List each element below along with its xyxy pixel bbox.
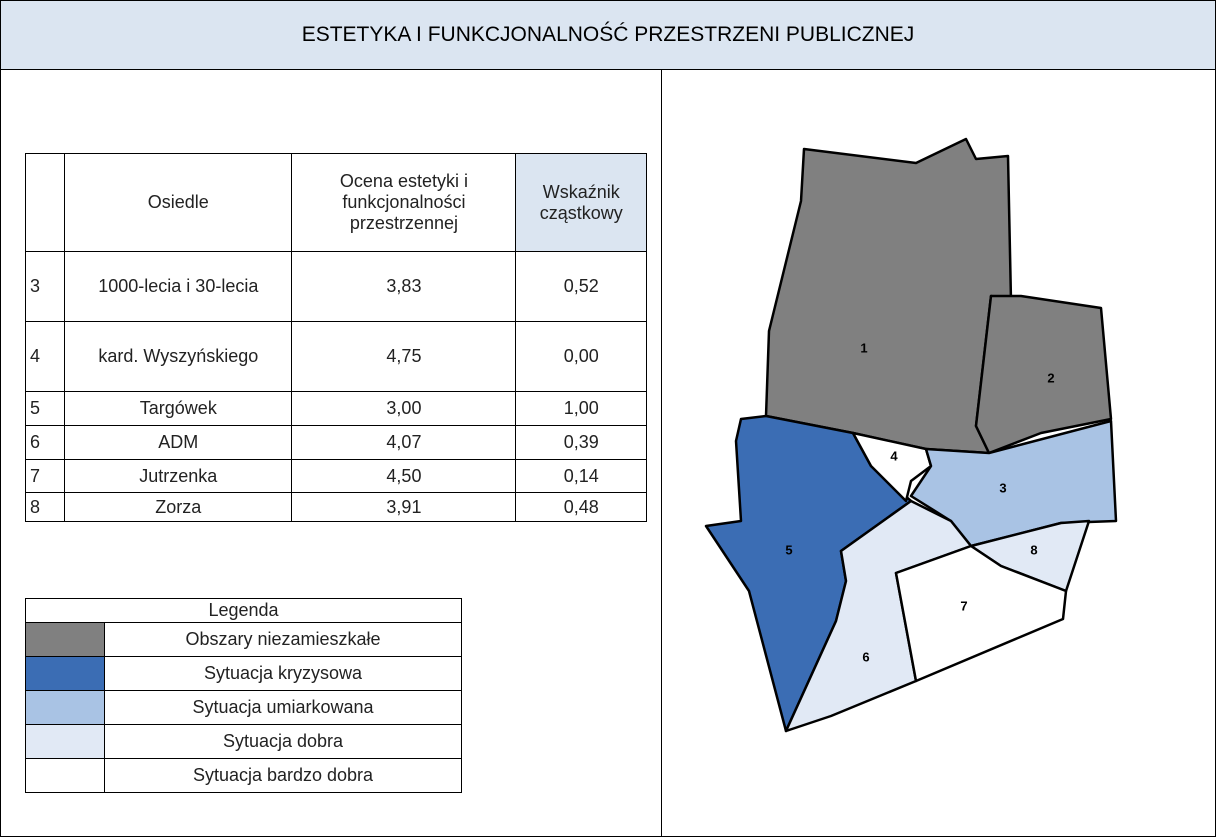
header-cell: [24, 153, 66, 252]
row: 3 1000-lecia i 30-lecia 3,83 0,52: [24, 251, 647, 322]
cell: 0,48: [515, 492, 647, 522]
header-cell: Ocena estetyki i funkcjonalności przestr…: [291, 153, 517, 252]
legend-swatch: [25, 690, 105, 725]
cell: 1,00: [515, 391, 647, 426]
cell: kard. Wyszyńskiego: [64, 321, 293, 392]
region-label: 5: [785, 542, 792, 557]
cell: 0,52: [515, 251, 647, 322]
region-label: 4: [890, 448, 898, 463]
row: 6 ADM 4,07 0,39: [24, 425, 647, 460]
divider: [661, 70, 662, 836]
cell: 3: [24, 251, 66, 322]
cell: Targówek: [64, 391, 293, 426]
cell: 5: [24, 391, 66, 426]
legend-label: Sytuacja dobra: [104, 724, 462, 759]
legend-label: Obszary niezamieszkałe: [104, 622, 462, 657]
legend-title: Legenda: [25, 598, 462, 623]
cell: 3,00: [291, 391, 517, 426]
legend-row: Sytuacja kryzysowa: [25, 656, 462, 691]
legend-label: Sytuacja umiarkowana: [104, 690, 462, 725]
legend-swatch: [25, 758, 105, 793]
region: [974, 294, 1113, 455]
cell: 0,14: [515, 459, 647, 493]
cell: 7: [24, 459, 66, 493]
legend-label: Sytuacja bardzo dobra: [104, 758, 462, 793]
region-label: 3: [999, 480, 1006, 495]
legend: Legenda Obszary niezamieszkałe Sytuacja kr…: [25, 598, 462, 793]
legend-row: Sytuacja umiarkowana: [25, 690, 462, 725]
row: 7 Jutrzenka 4,50 0,14: [24, 459, 647, 493]
region-label: 8: [1030, 542, 1037, 557]
header-row: Osiedle Ocena estetyki i funkcjonalności …: [24, 153, 647, 252]
cell: 4,75: [291, 321, 517, 392]
legend-label: Sytuacja kryzysowa: [104, 656, 462, 691]
cell: ADM: [64, 425, 293, 460]
legend-header: Legenda: [25, 598, 462, 623]
region: [764, 137, 1013, 455]
legend-swatch: [25, 724, 105, 759]
header-cell: Wskaźnik cząstkowy: [515, 153, 647, 252]
header-cell: Osiedle: [64, 153, 293, 252]
region: [894, 544, 1068, 683]
region-label: 2: [1047, 370, 1054, 385]
region-label: 6: [862, 649, 869, 664]
map: 1 2 3 4 5 6 7 8: [704, 137, 1118, 733]
region-label: 7: [960, 598, 967, 613]
region: [784, 499, 973, 733]
cell: Jutrzenka: [64, 459, 293, 493]
row: 4 kard. Wyszyńskiego 4,75 0,00: [24, 321, 647, 392]
legend-row: Sytuacja bardzo dobra: [25, 758, 462, 793]
cell: 8: [24, 492, 66, 522]
cell: 6: [24, 425, 66, 460]
cell: 0,00: [515, 321, 647, 392]
cell: 1000-lecia i 30-lecia: [64, 251, 293, 322]
legend-row: Sytuacja dobra: [25, 724, 462, 759]
row: 8 Zorza 3,91 0,48: [24, 492, 647, 522]
legend-swatch: [25, 656, 105, 691]
legend-row: Obszary niezamieszkałe: [25, 622, 462, 657]
region-label: 1: [860, 340, 867, 355]
cell: 3,91: [291, 492, 517, 522]
legend-swatch: [25, 622, 105, 657]
cell: 4,50: [291, 459, 517, 493]
cell: 4: [24, 321, 66, 392]
data-table: Osiedle Ocena estetyki i funkcjonalności …: [24, 153, 647, 522]
cell: Zorza: [64, 492, 293, 522]
cell: 3,83: [291, 251, 517, 322]
title: ESTETYKA I FUNKCJONALNOŚĆ PRZESTRZENI PU…: [1, 1, 1215, 70]
cell: 0,39: [515, 425, 647, 460]
row: 5 Targówek 3,00 1,00: [24, 391, 647, 426]
cell: 4,07: [291, 425, 517, 460]
